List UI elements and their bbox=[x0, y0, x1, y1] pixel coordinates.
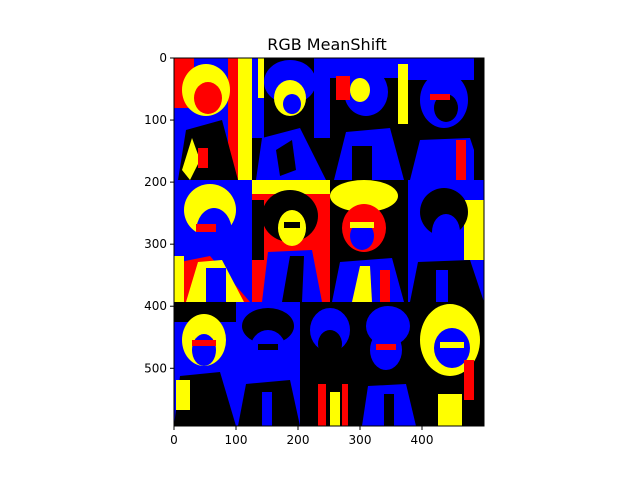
y-tick-label: 0 bbox=[159, 51, 167, 65]
portrait-2-1 bbox=[174, 180, 252, 302]
figure-title: RGB MeanShift bbox=[267, 35, 387, 54]
x-tick-label: 400 bbox=[411, 433, 434, 447]
axes-frame bbox=[173, 57, 485, 427]
y-tick-label: 400 bbox=[144, 299, 167, 313]
portrait-2-4 bbox=[408, 180, 484, 302]
meanshift-image bbox=[174, 58, 484, 426]
y-tick-label: 200 bbox=[144, 175, 167, 189]
x-tick-label: 100 bbox=[225, 433, 248, 447]
portrait-1-2 bbox=[252, 58, 330, 180]
x-tick-label: 200 bbox=[287, 433, 310, 447]
x-axis: 0 100 200 300 400 bbox=[170, 426, 433, 447]
portrait-3-2 bbox=[236, 302, 300, 426]
y-tick-label: 100 bbox=[144, 113, 167, 127]
portrait-2-3 bbox=[330, 180, 408, 302]
x-tick-label: 0 bbox=[170, 433, 178, 447]
portrait-3-3 bbox=[300, 302, 360, 426]
y-tick-label: 500 bbox=[144, 361, 167, 375]
portrait-1-4 bbox=[408, 58, 484, 180]
portrait-3-5 bbox=[418, 302, 484, 426]
x-tick-label: 300 bbox=[349, 433, 372, 447]
y-tick-label: 300 bbox=[144, 237, 167, 251]
y-axis: 0 100 200 300 400 500 bbox=[144, 51, 174, 375]
portrait-1-3 bbox=[330, 58, 408, 180]
portrait-3-1 bbox=[174, 302, 236, 426]
portrait-3-4 bbox=[360, 302, 418, 426]
portrait-1-1 bbox=[174, 58, 252, 180]
portrait-2-2 bbox=[252, 180, 330, 302]
